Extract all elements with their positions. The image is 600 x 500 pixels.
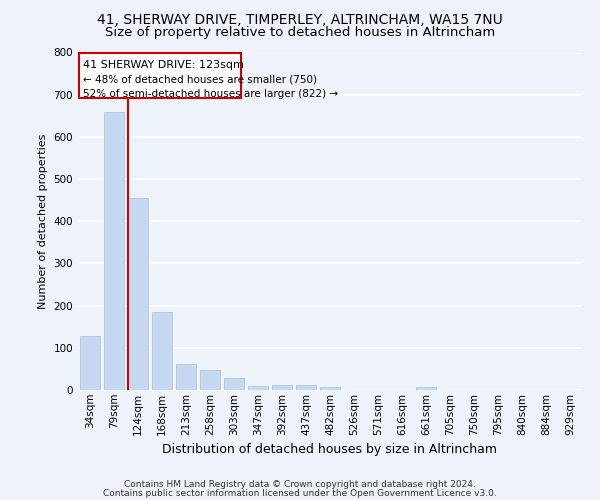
Text: 41, SHERWAY DRIVE, TIMPERLEY, ALTRINCHAM, WA15 7NU: 41, SHERWAY DRIVE, TIMPERLEY, ALTRINCHAM… [97,12,503,26]
Bar [272,385,292,390]
Text: 52% of semi-detached houses are larger (822) →: 52% of semi-detached houses are larger (… [83,89,338,99]
Y-axis label: Number of detached properties: Number of detached properties [38,134,48,309]
Text: ← 48% of detached houses are smaller (750): ← 48% of detached houses are smaller (75… [83,74,317,85]
Bar [104,112,124,390]
Bar [296,385,316,390]
Bar [224,378,244,390]
Bar [80,336,100,390]
Text: 41 SHERWAY DRIVE: 123sqm: 41 SHERWAY DRIVE: 123sqm [83,60,244,70]
Bar [152,312,172,390]
Bar [416,386,436,390]
Bar [79,52,241,98]
Bar [176,364,196,390]
Bar [128,198,148,390]
Bar [248,386,268,390]
Text: Size of property relative to detached houses in Altrincham: Size of property relative to detached ho… [105,26,495,39]
X-axis label: Distribution of detached houses by size in Altrincham: Distribution of detached houses by size … [163,443,497,456]
Bar [200,370,220,390]
Text: Contains public sector information licensed under the Open Government Licence v3: Contains public sector information licen… [103,488,497,498]
Bar [320,387,340,390]
Text: Contains HM Land Registry data © Crown copyright and database right 2024.: Contains HM Land Registry data © Crown c… [124,480,476,489]
